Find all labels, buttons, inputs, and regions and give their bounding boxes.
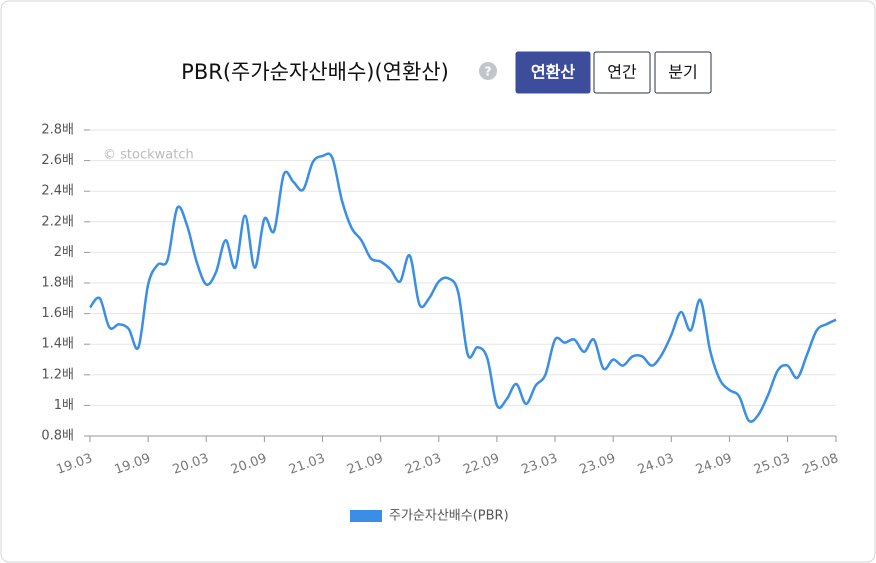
y-tick-label: 2.6배 <box>41 153 74 168</box>
line-series <box>89 152 837 423</box>
y-tick-label: 1.8배 <box>41 276 74 291</box>
y-tick-label: 2배 <box>54 245 74 260</box>
toggle-button[interactable] <box>654 51 712 94</box>
y-tick-label: 2.8배 <box>41 123 74 138</box>
y-tick-label: 0.8배 <box>41 429 74 444</box>
y-tick-label: 1.6배 <box>41 306 74 321</box>
help-icon-text[interactable]: ? <box>485 65 492 79</box>
toggle-button[interactable] <box>515 51 591 94</box>
y-tick-label: 2.4배 <box>41 184 74 199</box>
y-tick-label: 1.2배 <box>41 367 74 382</box>
watermark: © stockwatch <box>103 148 194 163</box>
toggle-button-label[interactable]: 연간 <box>607 63 637 82</box>
y-tick-label: 1배 <box>54 398 74 413</box>
legend-swatch <box>350 510 382 522</box>
help-icon[interactable] <box>479 62 497 80</box>
chart-title: PBR(주가순자산배수)(연환산) <box>181 60 449 84</box>
toggle-button[interactable] <box>593 51 651 94</box>
toggle-button-label[interactable]: 연환산 <box>531 63 575 82</box>
y-tick-label: 1.4배 <box>41 337 74 352</box>
toggle-button-label[interactable]: 분기 <box>668 63 697 82</box>
legend-label: 주가순자산배수(PBR) <box>389 509 509 524</box>
y-tick-label: 2.2배 <box>41 214 74 229</box>
